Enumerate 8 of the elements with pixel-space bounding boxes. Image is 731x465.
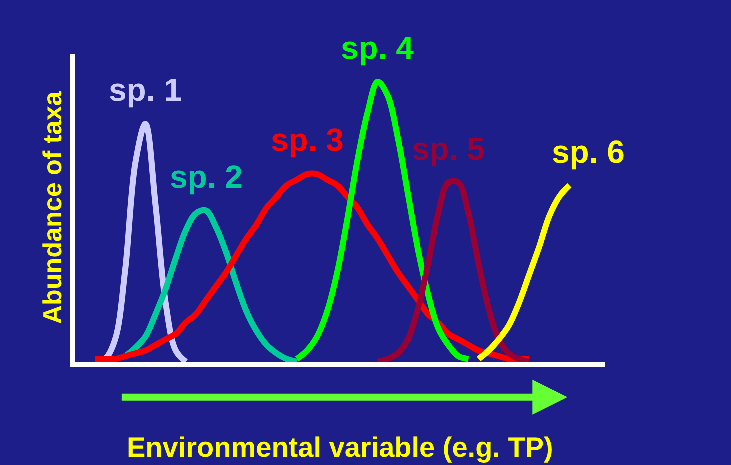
series-label: sp. 3	[271, 122, 344, 158]
series-label: sp. 6	[552, 134, 625, 170]
series-label: sp. 2	[170, 159, 243, 195]
series-label: sp. 5	[412, 131, 485, 167]
series-label: sp. 1	[109, 72, 182, 108]
series-label: sp. 4	[341, 30, 414, 66]
x-axis-title: Environmental variable (e.g. TP)	[127, 432, 554, 463]
y-axis-title: Abundance of taxa	[37, 91, 68, 324]
